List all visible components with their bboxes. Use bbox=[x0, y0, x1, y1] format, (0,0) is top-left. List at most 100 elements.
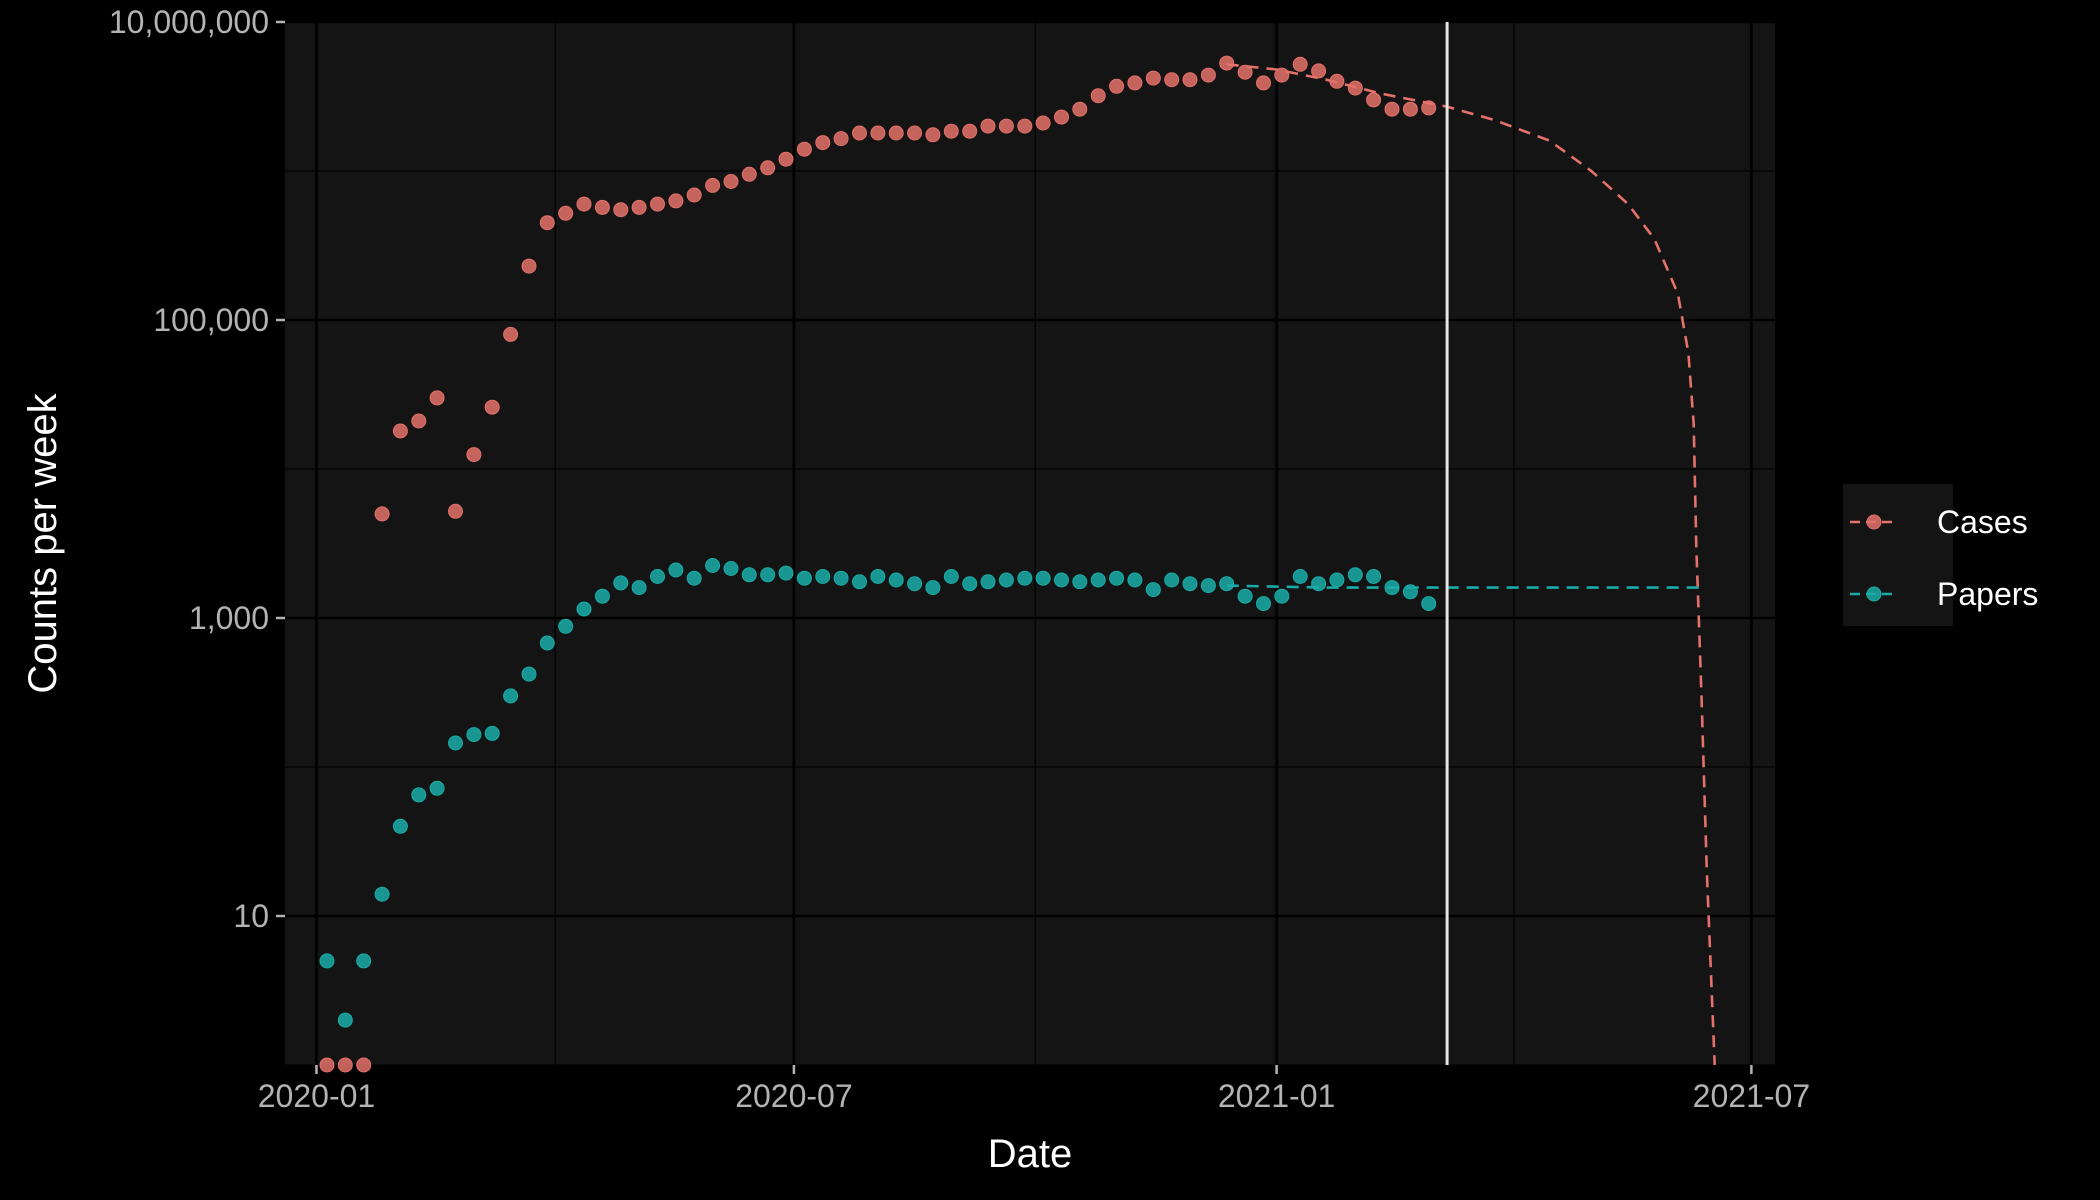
data-point-papers bbox=[466, 727, 482, 743]
y-tick-label: 100,000 bbox=[153, 302, 269, 338]
data-point-cases bbox=[1274, 67, 1290, 83]
data-point-cases bbox=[888, 125, 904, 141]
x-tick-label: 2020-01 bbox=[258, 1078, 375, 1114]
data-point-papers bbox=[539, 635, 555, 651]
data-point-papers bbox=[319, 953, 335, 969]
grid-major bbox=[285, 20, 1775, 1065]
data-point-cases bbox=[374, 506, 390, 522]
data-point-papers bbox=[943, 569, 959, 584]
data-point-papers bbox=[723, 561, 739, 576]
data-point-cases bbox=[1384, 101, 1400, 117]
data-point-cases bbox=[943, 123, 959, 139]
data-point-papers bbox=[1145, 582, 1161, 598]
data-point-papers bbox=[870, 569, 886, 584]
data-point-papers bbox=[1402, 584, 1418, 600]
data-point-cases bbox=[631, 199, 647, 215]
data-point-cases bbox=[411, 413, 427, 429]
data-point-cases bbox=[686, 187, 702, 203]
data-point-papers bbox=[1109, 570, 1125, 586]
data-point-cases bbox=[337, 1057, 353, 1073]
data-point-papers bbox=[448, 735, 463, 751]
x-tick-label: 2021-01 bbox=[1218, 1078, 1335, 1114]
data-point-cases bbox=[980, 118, 996, 134]
legend-label-papers: Papers bbox=[1937, 576, 2038, 612]
data-point-cases bbox=[448, 503, 463, 519]
data-point-cases bbox=[796, 141, 812, 157]
data-point-papers bbox=[521, 666, 537, 682]
data-point-cases bbox=[723, 174, 739, 189]
data-point-cases bbox=[1421, 100, 1437, 116]
data-point-papers bbox=[484, 725, 500, 741]
data-point-papers bbox=[962, 576, 978, 592]
x-tick-label: 2021-07 bbox=[1693, 1078, 1810, 1114]
data-point-cases bbox=[760, 160, 776, 176]
data-point-papers bbox=[1127, 572, 1143, 588]
data-point-papers bbox=[429, 780, 445, 796]
data-point-papers bbox=[1384, 580, 1400, 596]
data-point-papers bbox=[1035, 570, 1051, 586]
data-point-papers bbox=[705, 558, 721, 573]
data-point-papers bbox=[1347, 567, 1363, 583]
data-point-cases bbox=[1347, 80, 1363, 96]
data-points bbox=[319, 55, 1437, 1073]
data-point-cases bbox=[815, 135, 831, 151]
data-point-papers bbox=[1072, 574, 1088, 590]
data-point-cases bbox=[319, 1057, 335, 1073]
data-point-papers bbox=[411, 787, 427, 803]
data-point-papers bbox=[907, 576, 923, 592]
data-point-cases bbox=[1311, 63, 1327, 79]
data-point-papers bbox=[558, 618, 574, 634]
data-point-papers bbox=[980, 574, 996, 590]
data-point-cases bbox=[870, 125, 886, 141]
data-point-papers bbox=[356, 953, 372, 969]
data-point-cases bbox=[741, 166, 757, 182]
data-point-papers bbox=[337, 1012, 353, 1028]
data-point-papers bbox=[1274, 588, 1290, 604]
data-point-cases bbox=[613, 202, 629, 218]
y-tick-label: 10,000,000 bbox=[109, 4, 269, 40]
data-point-cases bbox=[1219, 55, 1235, 71]
data-point-papers bbox=[1090, 572, 1106, 588]
data-point-papers bbox=[852, 574, 867, 590]
grid-minor bbox=[285, 22, 1775, 1066]
data-point-cases bbox=[1145, 70, 1161, 86]
data-point-cases bbox=[466, 447, 482, 463]
data-point-papers bbox=[925, 580, 941, 596]
data-point-cases bbox=[1256, 75, 1271, 91]
data-point-cases bbox=[594, 199, 610, 215]
data-point-cases bbox=[778, 151, 794, 167]
data-point-papers bbox=[1200, 578, 1216, 594]
data-point-cases bbox=[998, 118, 1014, 134]
y-axis-title: Counts per week bbox=[21, 392, 65, 693]
data-point-papers bbox=[998, 572, 1014, 588]
data-point-papers bbox=[613, 575, 629, 591]
data-point-papers bbox=[668, 562, 684, 578]
y-tick-label: 1,000 bbox=[189, 600, 269, 636]
data-point-papers bbox=[594, 588, 610, 604]
data-point-cases bbox=[1072, 101, 1088, 117]
data-point-papers bbox=[741, 567, 757, 583]
data-point-cases bbox=[1090, 88, 1106, 104]
data-point-cases bbox=[392, 423, 408, 439]
plot-panel bbox=[285, 22, 1775, 1065]
data-point-cases bbox=[1127, 75, 1143, 91]
data-point-cases bbox=[521, 258, 537, 274]
data-point-cases bbox=[1292, 56, 1308, 72]
data-point-papers bbox=[833, 570, 849, 586]
data-point-cases bbox=[503, 326, 519, 342]
data-point-papers bbox=[1054, 572, 1069, 588]
data-point-cases bbox=[705, 177, 721, 193]
data-point-cases bbox=[1200, 67, 1216, 83]
data-point-cases bbox=[1035, 115, 1051, 131]
data-point-papers bbox=[1182, 576, 1198, 592]
legend: Cases Papers bbox=[1843, 484, 2038, 626]
legend-label-cases: Cases bbox=[1937, 504, 2028, 540]
data-point-papers bbox=[1366, 569, 1382, 584]
data-point-papers bbox=[1311, 576, 1327, 592]
data-point-papers bbox=[1256, 596, 1271, 612]
axes: 10 1,000 100,000 10,000,000 2020-01 2020-07 20… bbox=[109, 4, 1810, 1114]
data-point-papers bbox=[1421, 596, 1437, 612]
data-point-papers bbox=[888, 572, 904, 588]
data-point-cases bbox=[925, 127, 941, 143]
